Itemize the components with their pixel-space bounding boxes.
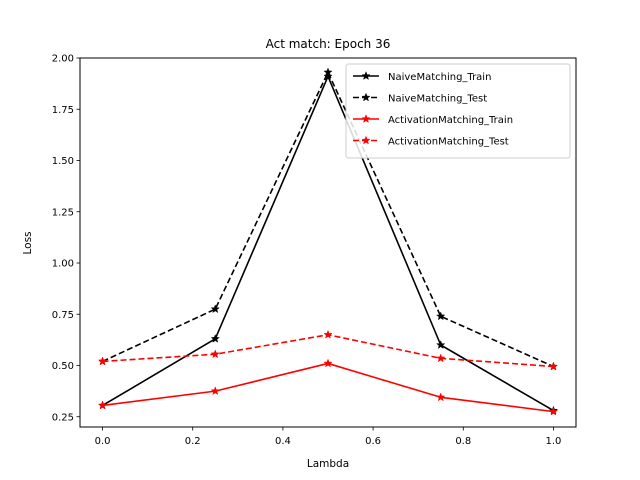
y-tick-label: 1.25 (52, 207, 74, 218)
series-3 (97, 358, 559, 416)
data-point (548, 361, 559, 371)
data-point (436, 353, 446, 363)
y-tick-label: 1.75 (52, 105, 74, 116)
x-tick-label: 0.6 (365, 436, 381, 447)
legend-item: NaiveMatching_Test (353, 92, 487, 105)
data-point (97, 356, 108, 366)
series-line (102, 71, 554, 368)
y-axis: 0.25 0.50 0.75 1.00 1.25 1.50 1.75 2.00 (52, 54, 80, 423)
data-point (323, 358, 333, 368)
legend-marker (361, 114, 371, 123)
x-tick-label: 1.0 (546, 436, 562, 447)
x-tick-label: 0.8 (455, 436, 471, 447)
legend-marker (361, 135, 371, 145)
data-point (323, 67, 333, 77)
chart-title: Act match: Epoch 36 (266, 37, 391, 51)
legend-label: ActivationMatching_Train (388, 115, 513, 126)
data-point (210, 349, 220, 359)
series-4 (97, 329, 559, 371)
x-tick-label: 0.0 (95, 436, 111, 447)
data-point (436, 392, 446, 402)
x-tick-label: 0.4 (275, 436, 291, 447)
data-point (548, 406, 559, 416)
x-axis: 0.0 0.2 0.4 0.6 0.8 1.0 (95, 427, 562, 447)
data-point (97, 400, 108, 410)
y-tick-label: 1.00 (52, 259, 74, 270)
x-axis-title: Lambda (307, 458, 349, 470)
y-tick-label: 0.50 (52, 361, 74, 372)
legend-item: ActivationMatching_Test (353, 135, 509, 148)
legend-item: ActivationMatching_Train (353, 114, 513, 126)
plot-area (97, 67, 559, 416)
plot-frame (79, 57, 577, 428)
y-tick-label: 1.50 (52, 156, 74, 167)
y-tick-label: 2.00 (52, 54, 74, 65)
data-point (210, 386, 220, 396)
legend: NaiveMatching_Train NaiveMatching_Test Act… (345, 63, 571, 159)
data-point (210, 304, 220, 314)
data-point (323, 71, 333, 81)
data-point (323, 329, 333, 339)
legend-marker (361, 92, 371, 102)
y-tick-label: 0.75 (52, 310, 74, 321)
legend-label: ActivationMatching_Test (388, 137, 509, 148)
y-axis-title: Loss (22, 231, 34, 254)
data-point (436, 340, 446, 349)
data-point (210, 333, 220, 343)
legend-marker (361, 71, 371, 80)
legend-label: NaiveMatching_Test (388, 94, 487, 105)
legend-box (345, 63, 571, 159)
x-tick-label: 0.2 (185, 436, 201, 447)
data-point (436, 311, 446, 321)
legend-label: NaiveMatching_Train (388, 72, 491, 83)
y-tick-label: 0.25 (52, 412, 74, 423)
legend-item: NaiveMatching_Train (353, 71, 491, 83)
